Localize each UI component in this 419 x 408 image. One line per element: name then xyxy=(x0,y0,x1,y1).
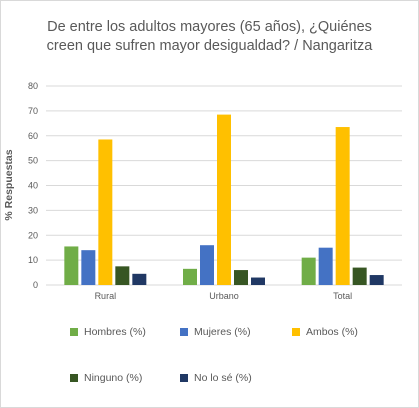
x-tick-label: Total xyxy=(333,291,352,301)
legend-swatch xyxy=(70,374,78,382)
legend-swatch xyxy=(70,328,78,336)
legend-item: Hombres (%) xyxy=(70,326,146,338)
y-tick-label: 0 xyxy=(33,280,38,290)
legend-label: Ninguno (%) xyxy=(84,372,143,384)
bar-total-2 xyxy=(335,127,350,285)
bar-total-0 xyxy=(301,257,316,285)
bar-rural-4 xyxy=(132,273,147,285)
bars xyxy=(64,114,384,285)
y-tick-label: 30 xyxy=(28,205,38,215)
x-tick-label: Urbano xyxy=(209,291,239,301)
bar-rural-3 xyxy=(115,266,130,285)
x-tick-label: Rural xyxy=(95,291,117,301)
y-axis-title: % Respuestas xyxy=(3,149,15,220)
legend-swatch xyxy=(180,374,188,382)
bar-urbano-2 xyxy=(217,114,231,285)
bar-urbano-0 xyxy=(183,268,197,285)
bar-total-1 xyxy=(318,247,333,285)
bar-urbano-4 xyxy=(251,277,265,285)
legend-label: No lo sé (%) xyxy=(194,372,252,384)
y-tick-label: 80 xyxy=(28,81,38,91)
chart-title: De entre los adultos mayores (65 años), … xyxy=(0,18,419,56)
legend-item: Ambos (%) xyxy=(292,326,358,338)
legend-item: Ninguno (%) xyxy=(70,372,142,384)
bar-rural-0 xyxy=(64,246,79,285)
legend-label: Hombres (%) xyxy=(84,326,146,338)
chart-title-line-1: De entre los adultos mayores (65 años), … xyxy=(47,19,372,35)
bar-total-3 xyxy=(352,267,367,285)
y-tick-label: 20 xyxy=(28,230,38,240)
legend-swatch xyxy=(180,328,188,336)
x-tick-labels: Rural Urbano Total xyxy=(95,291,353,301)
chart-title-line-2: creen que sufren mayor desigualdad? / Na… xyxy=(46,38,373,54)
bar-urbano-1 xyxy=(200,245,214,285)
bar-total-4 xyxy=(369,275,384,285)
y-tick-label: 60 xyxy=(28,131,38,141)
legend-swatch xyxy=(292,328,300,336)
legend-item: No lo sé (%) xyxy=(180,372,252,384)
bar-rural-1 xyxy=(81,250,96,285)
y-tick-label: 50 xyxy=(28,156,38,166)
legend-label: Ambos (%) xyxy=(306,326,358,338)
y-tick-label: 70 xyxy=(28,106,38,116)
y-tick-label: 10 xyxy=(28,255,38,265)
bar-rural-2 xyxy=(98,139,113,285)
legend-item: Mujeres (%) xyxy=(180,326,251,338)
bar-urbano-3 xyxy=(234,270,248,285)
y-tick-labels: 0 10 20 30 40 50 60 70 80 xyxy=(28,81,38,290)
legend-label: Mujeres (%) xyxy=(194,326,251,338)
y-tick-label: 40 xyxy=(28,181,38,191)
